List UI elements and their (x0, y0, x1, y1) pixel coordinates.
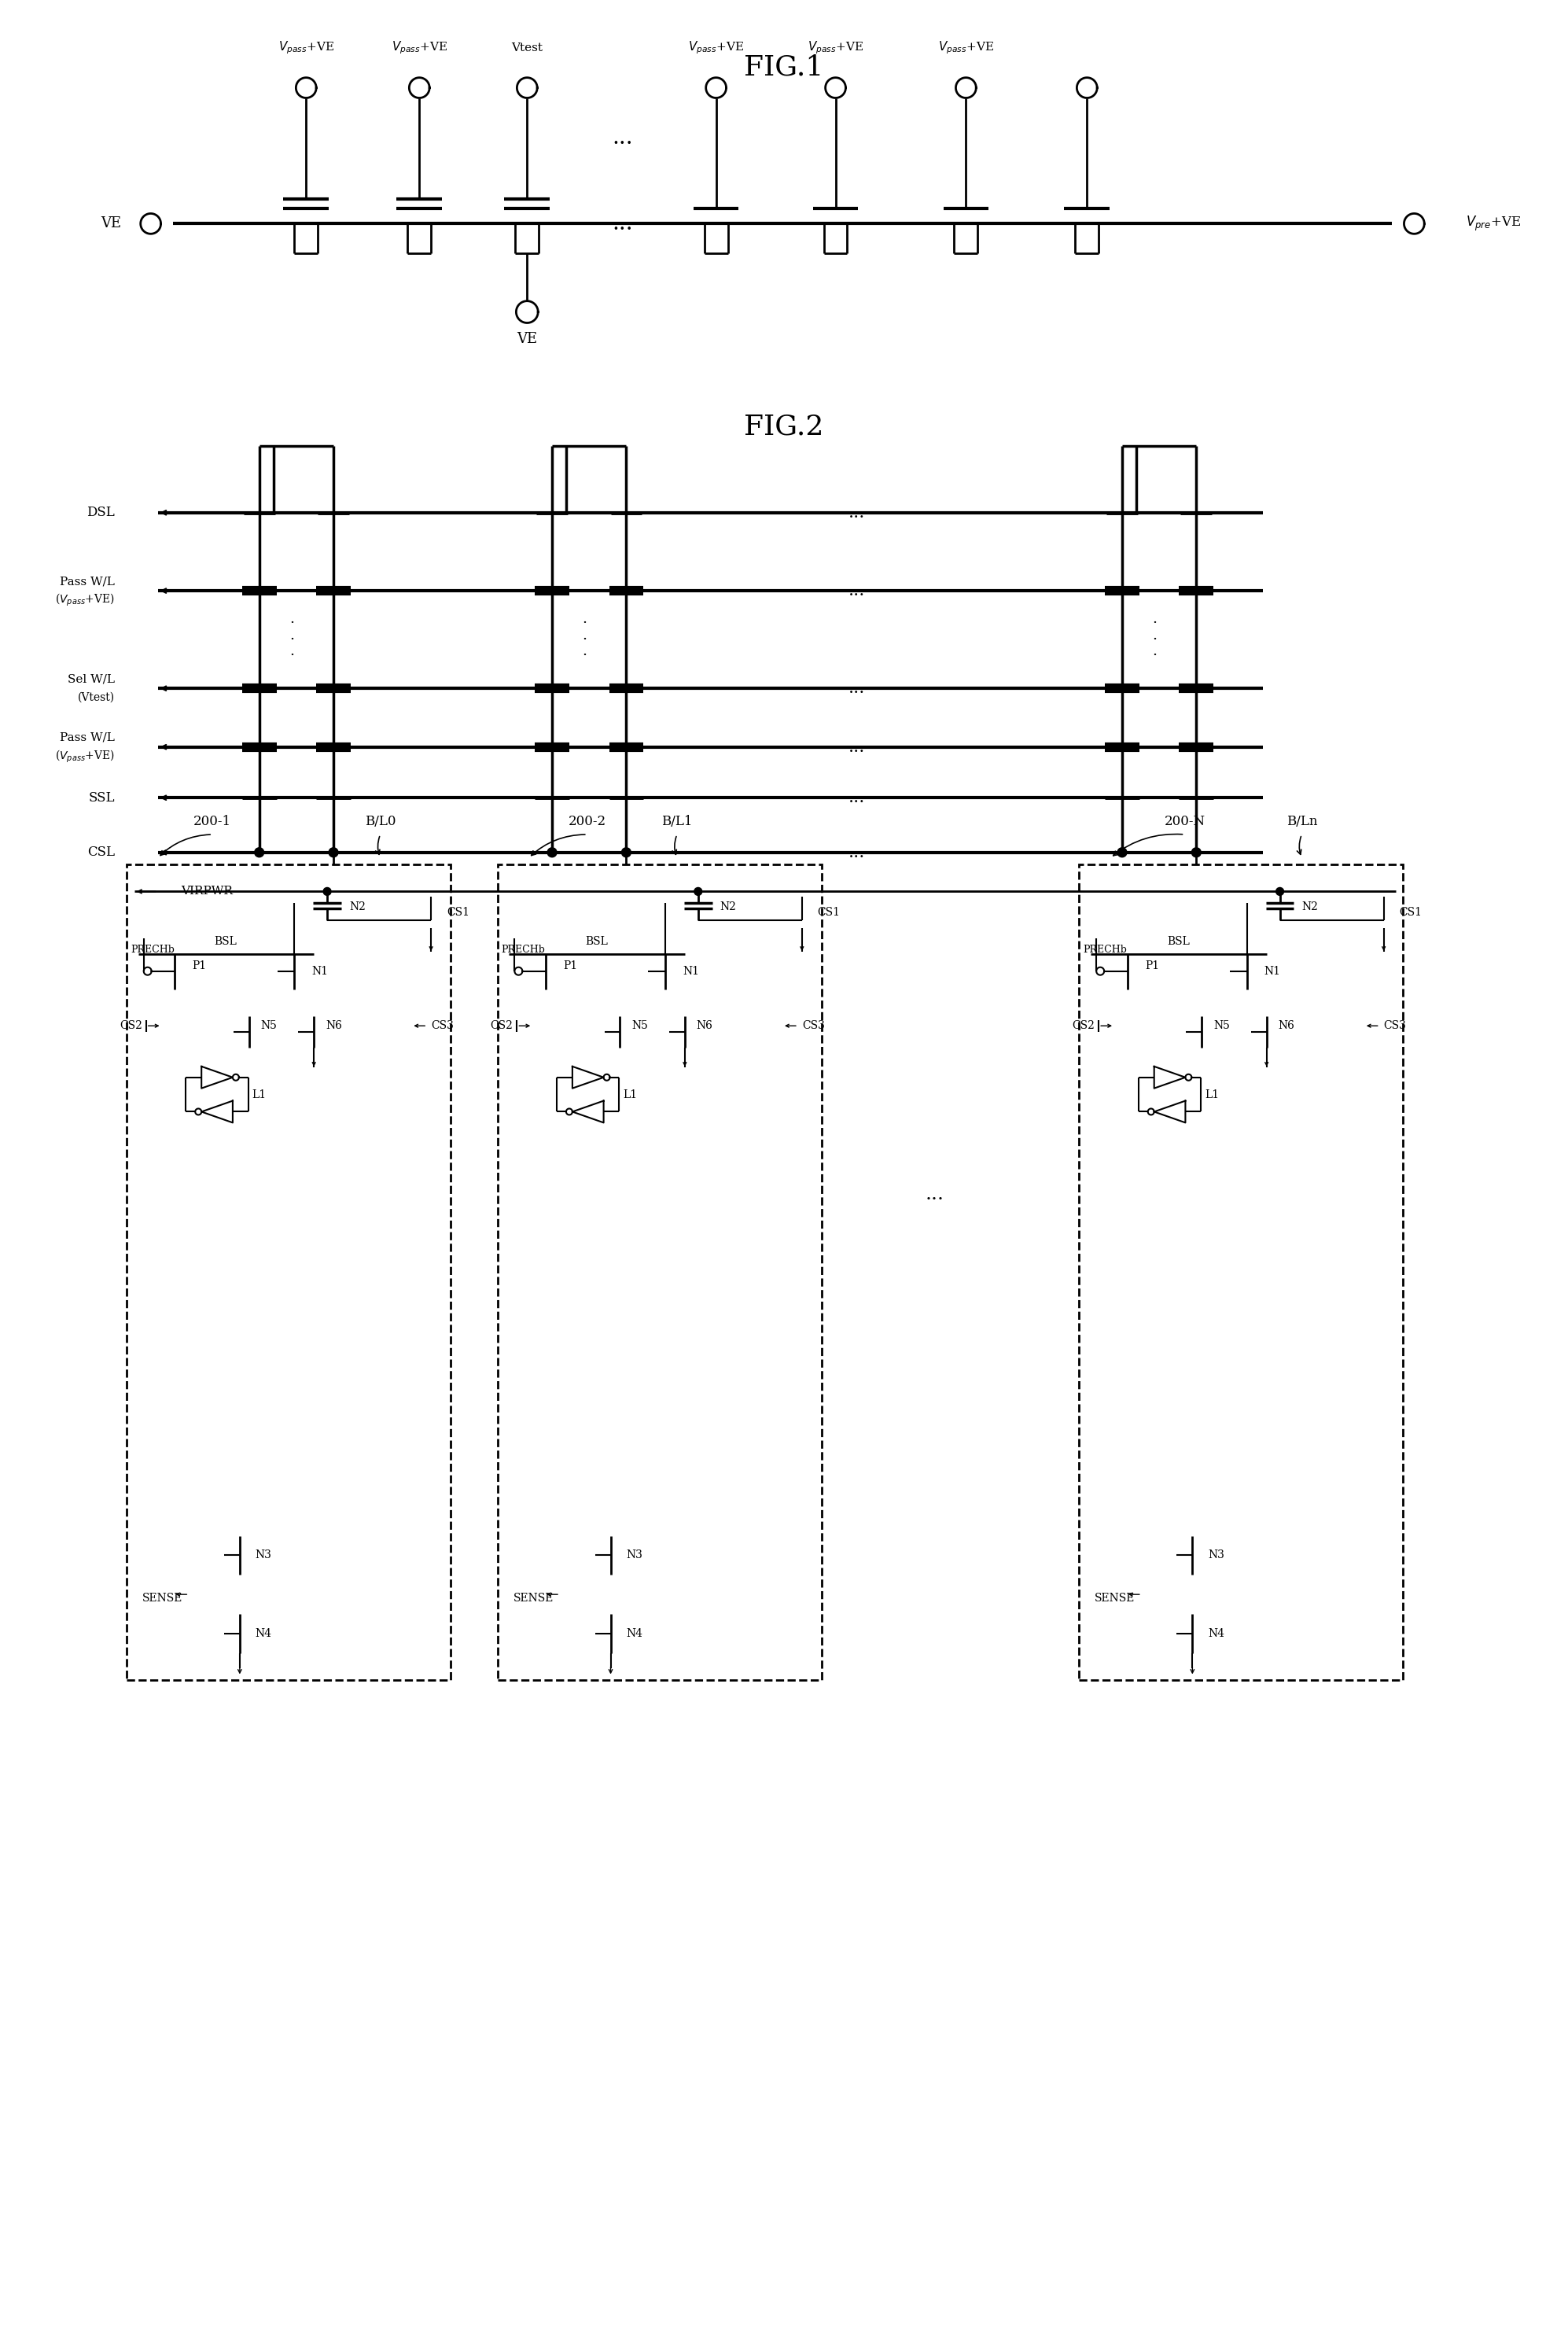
Circle shape (621, 849, 630, 858)
Text: B/Ln: B/Ln (1286, 814, 1317, 828)
Text: 200-1: 200-1 (193, 814, 232, 828)
Circle shape (1192, 849, 1201, 858)
Text: ($V_{pass}$+VE): ($V_{pass}$+VE) (55, 593, 114, 609)
Circle shape (254, 849, 263, 858)
Text: CS2: CS2 (491, 1021, 513, 1032)
Text: CS3: CS3 (431, 1021, 453, 1032)
Text: ...: ... (848, 739, 866, 756)
Text: ($V_{pass}$+VE): ($V_{pass}$+VE) (55, 749, 114, 765)
Circle shape (1276, 888, 1284, 895)
Text: N2: N2 (720, 902, 737, 914)
Text: $V_{pre}$+VE: $V_{pre}$+VE (1466, 214, 1521, 233)
Text: SENSE: SENSE (1094, 1593, 1135, 1604)
Text: CS1: CS1 (1399, 907, 1422, 918)
Text: N5: N5 (260, 1021, 278, 1032)
Text: FIG.1: FIG.1 (745, 53, 823, 81)
Circle shape (323, 888, 331, 895)
Text: ·
·
·: · · · (582, 616, 588, 663)
Text: P1: P1 (193, 960, 207, 972)
Text: ...: ... (612, 128, 633, 149)
Text: B/L1: B/L1 (662, 814, 693, 828)
Text: Pass W/L: Pass W/L (60, 732, 114, 744)
Bar (1079, 865, 1403, 1681)
Text: $V_{pass}$+VE: $V_{pass}$+VE (938, 40, 994, 56)
Text: CS2: CS2 (1073, 1021, 1094, 1032)
Text: CS3: CS3 (1383, 1021, 1406, 1032)
Text: N3: N3 (256, 1551, 271, 1560)
Text: N6: N6 (696, 1021, 713, 1032)
Text: VE: VE (100, 216, 121, 230)
Circle shape (1118, 849, 1127, 858)
Text: BSL: BSL (585, 937, 608, 946)
Text: ...: ... (848, 679, 866, 698)
Text: L1: L1 (252, 1088, 267, 1100)
Text: N2: N2 (1301, 902, 1319, 914)
Text: N1: N1 (682, 965, 699, 976)
Text: Pass W/L: Pass W/L (60, 577, 114, 586)
Text: N3: N3 (626, 1551, 643, 1560)
Text: N2: N2 (350, 902, 365, 914)
Text: ·
·
·: · · · (1152, 616, 1157, 663)
Text: BSL: BSL (1167, 937, 1190, 946)
Text: B/L0: B/L0 (365, 814, 395, 828)
Text: N5: N5 (1214, 1021, 1229, 1032)
Text: Vtest: Vtest (511, 42, 543, 53)
Text: ...: ... (612, 214, 633, 235)
Text: ·
·
·: · · · (290, 616, 295, 663)
Text: CS2: CS2 (119, 1021, 143, 1032)
Bar (497, 865, 822, 1681)
Text: L1: L1 (622, 1088, 637, 1100)
Text: SSL: SSL (88, 791, 114, 804)
Text: N3: N3 (1207, 1551, 1225, 1560)
Text: PRECHb: PRECHb (502, 944, 546, 956)
Text: DSL: DSL (86, 507, 114, 518)
Text: ...: ... (925, 1186, 944, 1204)
Text: P1: P1 (1145, 960, 1159, 972)
Text: VE: VE (517, 332, 538, 346)
Text: (Vtest): (Vtest) (78, 693, 114, 702)
Text: L1: L1 (1204, 1088, 1220, 1100)
Text: N4: N4 (256, 1627, 271, 1639)
Text: N1: N1 (312, 965, 328, 976)
Text: CS1: CS1 (447, 907, 469, 918)
Text: Sel W/L: Sel W/L (67, 674, 114, 684)
Text: N5: N5 (632, 1021, 648, 1032)
Text: N4: N4 (1207, 1627, 1225, 1639)
Text: CS3: CS3 (801, 1021, 825, 1032)
Text: ...: ... (848, 844, 866, 860)
Text: $V_{pass}$+VE: $V_{pass}$+VE (278, 40, 334, 56)
Circle shape (329, 849, 339, 858)
Text: BSL: BSL (215, 937, 237, 946)
Text: CSL: CSL (88, 846, 114, 860)
Text: ...: ... (848, 788, 866, 807)
Text: ...: ... (848, 505, 866, 521)
Text: 200-2: 200-2 (568, 814, 607, 828)
Text: VIRPWR: VIRPWR (182, 886, 234, 897)
Text: FIG.2: FIG.2 (745, 414, 823, 439)
Text: ...: ... (848, 581, 866, 600)
Text: N4: N4 (626, 1627, 643, 1639)
Text: $V_{pass}$+VE: $V_{pass}$+VE (808, 40, 864, 56)
Text: CS1: CS1 (817, 907, 840, 918)
Text: N6: N6 (1278, 1021, 1295, 1032)
Text: $V_{pass}$+VE: $V_{pass}$+VE (392, 40, 447, 56)
Bar (127, 865, 450, 1681)
Text: P1: P1 (563, 960, 577, 972)
Text: N6: N6 (326, 1021, 342, 1032)
Text: PRECHb: PRECHb (1083, 944, 1127, 956)
Text: N1: N1 (1264, 965, 1281, 976)
Text: SENSE: SENSE (143, 1593, 182, 1604)
Circle shape (547, 849, 557, 858)
Text: SENSE: SENSE (513, 1593, 554, 1604)
Text: PRECHb: PRECHb (130, 944, 174, 956)
Text: $V_{pass}$+VE: $V_{pass}$+VE (688, 40, 743, 56)
Circle shape (695, 888, 702, 895)
Text: 200-N: 200-N (1163, 814, 1206, 828)
